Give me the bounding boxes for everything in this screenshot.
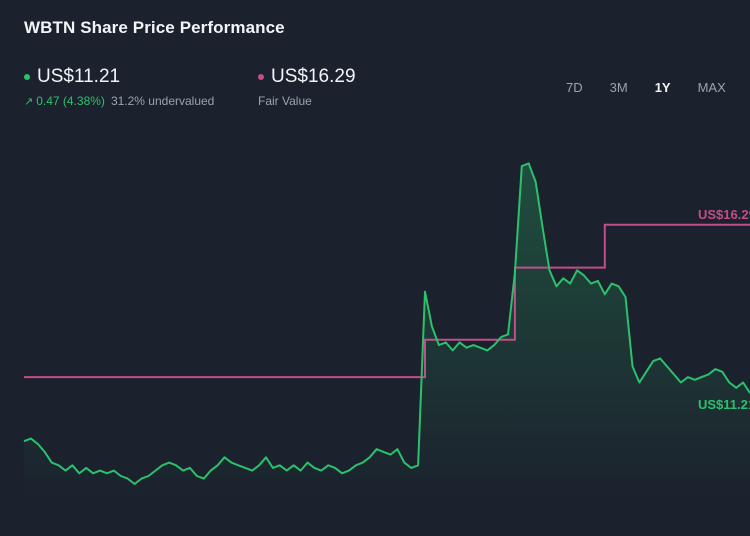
fair-value-end-label: US$16.29 <box>698 207 750 222</box>
fair-value-block: US$16.29 Fair Value <box>258 66 356 108</box>
chart-title: WBTN Share Price Performance <box>24 18 285 37</box>
valuation-text: 31.2% undervalued <box>110 94 215 108</box>
price-area <box>24 163 750 500</box>
fair-value-value: US$16.29 <box>271 66 356 87</box>
fair-value-line <box>24 223 750 379</box>
fair-value-dot <box>258 74 264 80</box>
share-price-value: US$11.21 <box>37 66 121 87</box>
tab-max[interactable]: MAX <box>697 80 726 95</box>
price-line <box>23 162 750 485</box>
tab-7d[interactable]: 7D <box>566 80 583 95</box>
fair-value-label: Fair Value <box>258 94 312 108</box>
tab-3m[interactable]: 3M <box>609 80 628 95</box>
arrow-up-right-icon: ↗ <box>24 95 34 108</box>
price-change: ↗ 0.47 (4.38%) <box>24 94 105 108</box>
share-price-block: US$11.21 ↗ 0.47 (4.38%) 31.2% undervalue… <box>24 66 214 108</box>
tab-1y[interactable]: 1Y <box>654 80 671 95</box>
price-change-value: 0.47 (4.38%) <box>36 94 105 108</box>
price-dot <box>24 74 30 80</box>
timeframe-tabs: 7D 3M 1Y MAX <box>566 80 750 95</box>
price-end-label: US$11.21 <box>698 397 750 412</box>
